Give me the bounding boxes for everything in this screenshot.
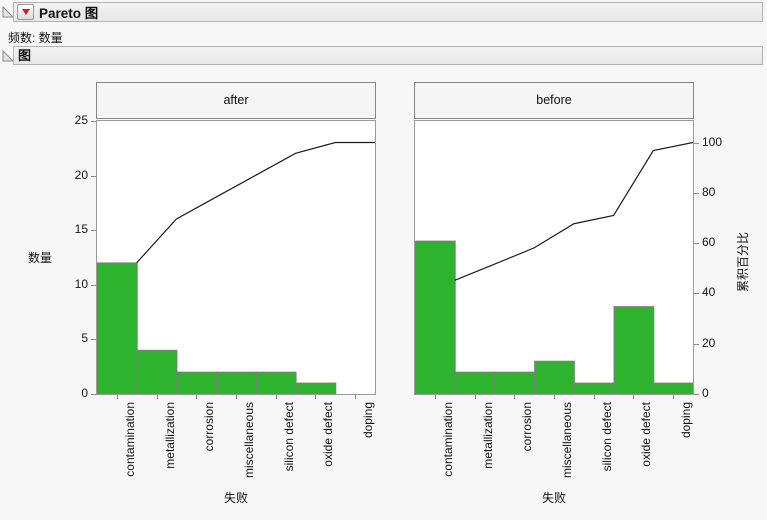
panel-title-label: after: [223, 93, 249, 107]
bar-oxide defect[interactable]: [613, 306, 655, 394]
chart-disclosure-triangle-icon[interactable]: [2, 50, 14, 62]
page-title: Pareto 图: [39, 6, 99, 21]
y-axis-title-left: 数量: [28, 251, 53, 265]
right-tick-label: 40: [702, 285, 716, 300]
bar-oxide defect[interactable]: [295, 382, 337, 394]
x-tick-label-corrosion: corrosion: [520, 402, 535, 452]
right-tick: [694, 192, 699, 194]
x-tick-label-oxide-defect: oxide defect: [639, 402, 654, 467]
x-tick: [593, 395, 595, 399]
right-tick-label: 80: [702, 184, 716, 199]
x-tick-label-silicon-defect: silicon defect: [599, 402, 614, 472]
left-tick-label: 15: [74, 222, 88, 237]
x-tick: [633, 395, 635, 399]
left-tick-label: 0: [81, 386, 88, 400]
frequency-label: 频数: 数量: [8, 31, 63, 45]
bar-miscellaneous[interactable]: [534, 360, 575, 394]
right-tick-label: 60: [702, 235, 716, 250]
x-tick: [196, 395, 198, 399]
x-tick-label-oxide-defect: oxide defect: [321, 402, 336, 467]
cumulative-line-after: [136, 141, 375, 264]
x-tick: [434, 395, 436, 399]
x-tick: [673, 395, 675, 399]
x-tick: [474, 395, 476, 399]
plot-area-after: [96, 120, 376, 395]
bar-miscellaneous[interactable]: [216, 371, 257, 394]
right-tick: [694, 243, 699, 245]
panel-title-before: before: [414, 82, 694, 119]
right-tick: [694, 343, 699, 345]
section-title: 图: [18, 48, 32, 63]
right-tick-label: 0: [702, 386, 709, 400]
red-triangle-menu-button[interactable]: [17, 4, 34, 20]
left-tick-label: 20: [74, 167, 88, 182]
x-tick: [236, 395, 237, 399]
left-tick: [91, 394, 96, 395]
bar-contamination[interactable]: [415, 240, 456, 394]
pareto-outline-title-bar: Pareto 图: [13, 2, 763, 22]
bar-corrosion[interactable]: [494, 371, 536, 394]
x-tick-label-metallization: metallization: [162, 402, 177, 469]
right-tick: [694, 293, 699, 295]
x-tick-label-miscellaneous: miscellaneous: [242, 402, 256, 479]
red-triangle-icon: [21, 9, 30, 15]
x-tick-label-contamination: contamination: [122, 402, 137, 477]
left-tick: [91, 175, 96, 177]
panel-title-label: before: [536, 93, 572, 107]
panel-title-after: after: [96, 82, 376, 119]
x-tick: [275, 395, 277, 399]
x-tick-label-metallization: metallization: [480, 402, 495, 469]
cumulative-line-before: [454, 141, 693, 281]
x-tick: [315, 395, 317, 399]
x-tick: [554, 395, 555, 399]
bar-silicon defect[interactable]: [255, 371, 297, 394]
right-tick-label: 100: [702, 134, 723, 149]
plot-area-before: [414, 120, 694, 395]
bar-doping[interactable]: [653, 382, 693, 394]
x-tick: [116, 395, 118, 399]
x-tick: [355, 395, 357, 399]
y-axis-title-right: 累积百分比: [736, 232, 750, 293]
right-tick: [694, 142, 699, 144]
bar-contamination[interactable]: [97, 262, 138, 394]
plot-svg-after: [97, 141, 375, 394]
left-tick: [91, 230, 96, 232]
bar-corrosion[interactable]: [176, 371, 218, 394]
x-tick-label-silicon-defect: silicon defect: [281, 402, 296, 472]
left-tick-label: 5: [81, 331, 88, 346]
left-tick: [91, 121, 96, 122]
left-tick: [91, 284, 96, 286]
right-tick-label: 20: [702, 335, 716, 350]
x-tick-label-doping: doping: [361, 402, 376, 439]
x-tick-label-doping: doping: [679, 402, 694, 439]
bar-silicon defect[interactable]: [573, 382, 615, 394]
pareto-disclosure-triangle-icon[interactable]: [2, 6, 14, 18]
bar-metallization[interactable]: [454, 371, 496, 394]
x-tick-label-miscellaneous: miscellaneous: [560, 402, 574, 479]
bar-metallization[interactable]: [136, 349, 178, 394]
x-axis-title: 失败: [541, 491, 566, 505]
left-tick-label: 25: [74, 113, 88, 127]
chart-section-bar[interactable]: 图: [13, 46, 763, 65]
left-tick: [91, 339, 96, 341]
x-tick-label-corrosion: corrosion: [202, 402, 217, 452]
left-tick-label: 10: [74, 276, 88, 291]
x-tick-label-contamination: contamination: [440, 402, 455, 477]
x-axis-title: 失败: [223, 491, 248, 505]
plot-svg-before: [415, 141, 693, 394]
x-tick: [156, 395, 158, 399]
right-tick: [694, 394, 699, 395]
x-tick: [514, 395, 516, 399]
